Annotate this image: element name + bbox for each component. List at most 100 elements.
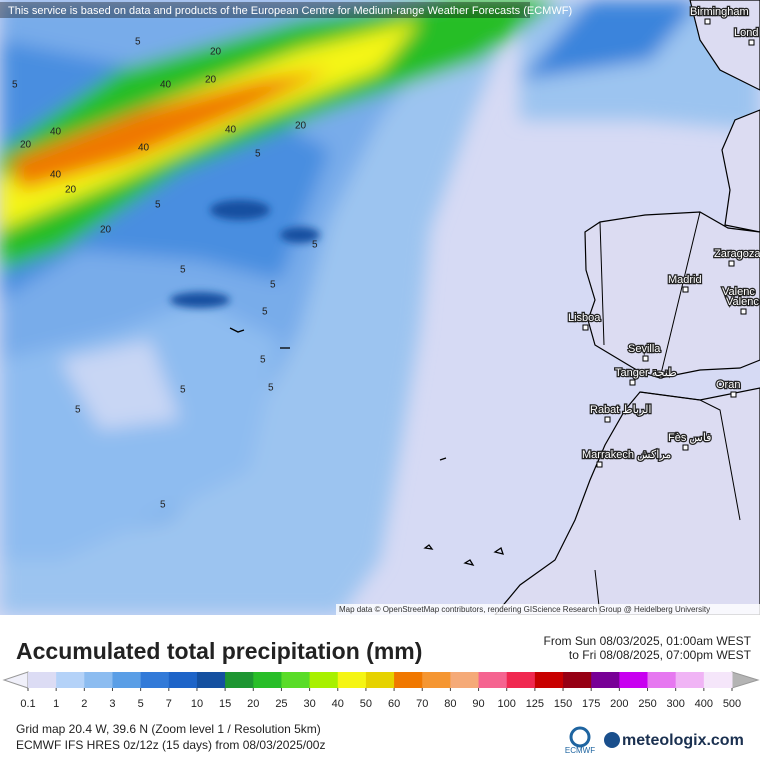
legend-swatch: [563, 672, 592, 688]
period-from: From Sun 08/03/2025, 01:00am WEST: [544, 634, 752, 648]
legend-swatch: [591, 672, 620, 688]
legend-tick-label: 50: [360, 698, 372, 710]
city-marker: [704, 18, 711, 25]
city-label: Marrakech مراكش: [582, 449, 671, 461]
city-marker: [682, 444, 689, 451]
city-label: Lond: [734, 27, 758, 39]
contour-label: 5: [268, 383, 274, 394]
contour-label: 5: [160, 500, 166, 511]
contour-label: 20: [295, 121, 307, 132]
contour-label: 5: [312, 240, 318, 251]
legend-swatch: [253, 672, 282, 688]
city-marker: [682, 286, 689, 293]
contour-label: 5: [180, 265, 186, 276]
contour-label: 40: [160, 80, 172, 91]
legend-tick-label: 90: [472, 698, 484, 710]
city-label: Tanger طنجة: [615, 367, 677, 379]
city-marker: [582, 324, 589, 331]
legend-swatch: [196, 672, 226, 688]
legend-swatch: [84, 672, 113, 688]
legend-swatch: [450, 672, 480, 688]
map-credit: Map data © OpenStreetMap contributors, r…: [339, 605, 710, 614]
legend-tick-label: 70: [416, 698, 428, 710]
city-marker: [736, 298, 743, 305]
legend-swatch: [56, 672, 85, 688]
legend-tick-label: 15: [219, 698, 231, 710]
city-label: Zaragoza: [714, 248, 760, 260]
ecmwf-label: ECMWF: [565, 746, 595, 755]
attribution: This service is based on data and produc…: [8, 5, 572, 17]
contour-label: 5: [75, 405, 81, 416]
city-label: Rabat الرباط: [590, 404, 652, 416]
legend-tick-label: 125: [526, 698, 544, 710]
legend-swatch: [112, 672, 142, 688]
contour-label: 5: [135, 37, 141, 48]
city-marker: [748, 39, 755, 46]
contour-label: 5: [12, 80, 18, 91]
legend-swatch: [478, 672, 508, 688]
city-label: Oran: [716, 379, 740, 391]
legend-tick-label: 30: [303, 698, 315, 710]
legend-tick-label: 150: [554, 698, 572, 710]
legend-swatch: [534, 672, 564, 688]
legend-tick-label: 20: [247, 698, 259, 710]
legend-swatch: [140, 672, 170, 688]
city-marker: [728, 260, 735, 267]
city-marker: [642, 355, 649, 362]
contour-label: 20: [210, 47, 222, 58]
city-label: Fès فاس: [668, 432, 711, 444]
legend-tick-label: 25: [275, 698, 287, 710]
city-marker: [596, 461, 603, 468]
legend-tick-label: 500: [723, 698, 741, 710]
contour-label: 40: [50, 127, 62, 138]
legend-tick-label: 250: [638, 698, 656, 710]
contour-label: 20: [205, 75, 217, 86]
period-to: to Fri 08/08/2025, 07:00pm WEST: [569, 648, 752, 662]
legend-tick-label: 80: [444, 698, 456, 710]
legend-tick-label: 300: [667, 698, 685, 710]
legend-swatch: [647, 672, 677, 688]
city-label: Madrid: [668, 274, 702, 286]
city-marker: [730, 391, 737, 398]
city-label: Lisboa: [568, 312, 601, 324]
legend-tick-label: 60: [388, 698, 400, 710]
legend-under: [2, 671, 29, 689]
legend-tick-label: 200: [610, 698, 628, 710]
brand-logo: [604, 732, 620, 748]
city-label: Valenc: [726, 296, 759, 308]
legend-swatch: [675, 672, 705, 688]
contour-label: 40: [225, 125, 237, 136]
contour-label: 40: [138, 143, 150, 154]
legend-tick-label: 400: [695, 698, 713, 710]
contour-label: 5: [180, 385, 186, 396]
ecmwf-logo: [569, 726, 591, 748]
contour-label: 20: [65, 185, 77, 196]
grid-info: Grid map 20.4 W, 39.6 N (Zoom level 1 / …: [16, 722, 321, 736]
legend-swatch: [309, 672, 339, 688]
legend-tick-label: 2: [81, 698, 87, 710]
legend-tick-label: 5: [138, 698, 144, 710]
city-label: Sevilla: [628, 343, 661, 355]
legend-tick-label: 100: [498, 698, 516, 710]
legend-swatch: [619, 672, 649, 688]
legend-swatch: [394, 672, 423, 688]
legend-swatch: [422, 672, 451, 688]
brand[interactable]: meteologix.com: [622, 732, 744, 749]
contour-label: 5: [260, 355, 266, 366]
legend-swatch: [703, 672, 733, 688]
contour-label: 40: [50, 170, 62, 181]
legend-tick-label: 7: [166, 698, 172, 710]
legend-swatch: [225, 672, 254, 688]
legend-over: [731, 671, 760, 689]
legend-title: Accumulated total precipitation (mm): [16, 638, 422, 664]
contour-label: 5: [255, 149, 261, 160]
contour-label: 20: [100, 225, 112, 236]
legend-swatch: [281, 672, 311, 688]
contour-label: 20: [20, 140, 32, 151]
legend-swatch: [337, 672, 367, 688]
contour-label: 5: [155, 200, 161, 211]
city-marker: [629, 379, 636, 386]
legend-swatch: [506, 672, 536, 688]
